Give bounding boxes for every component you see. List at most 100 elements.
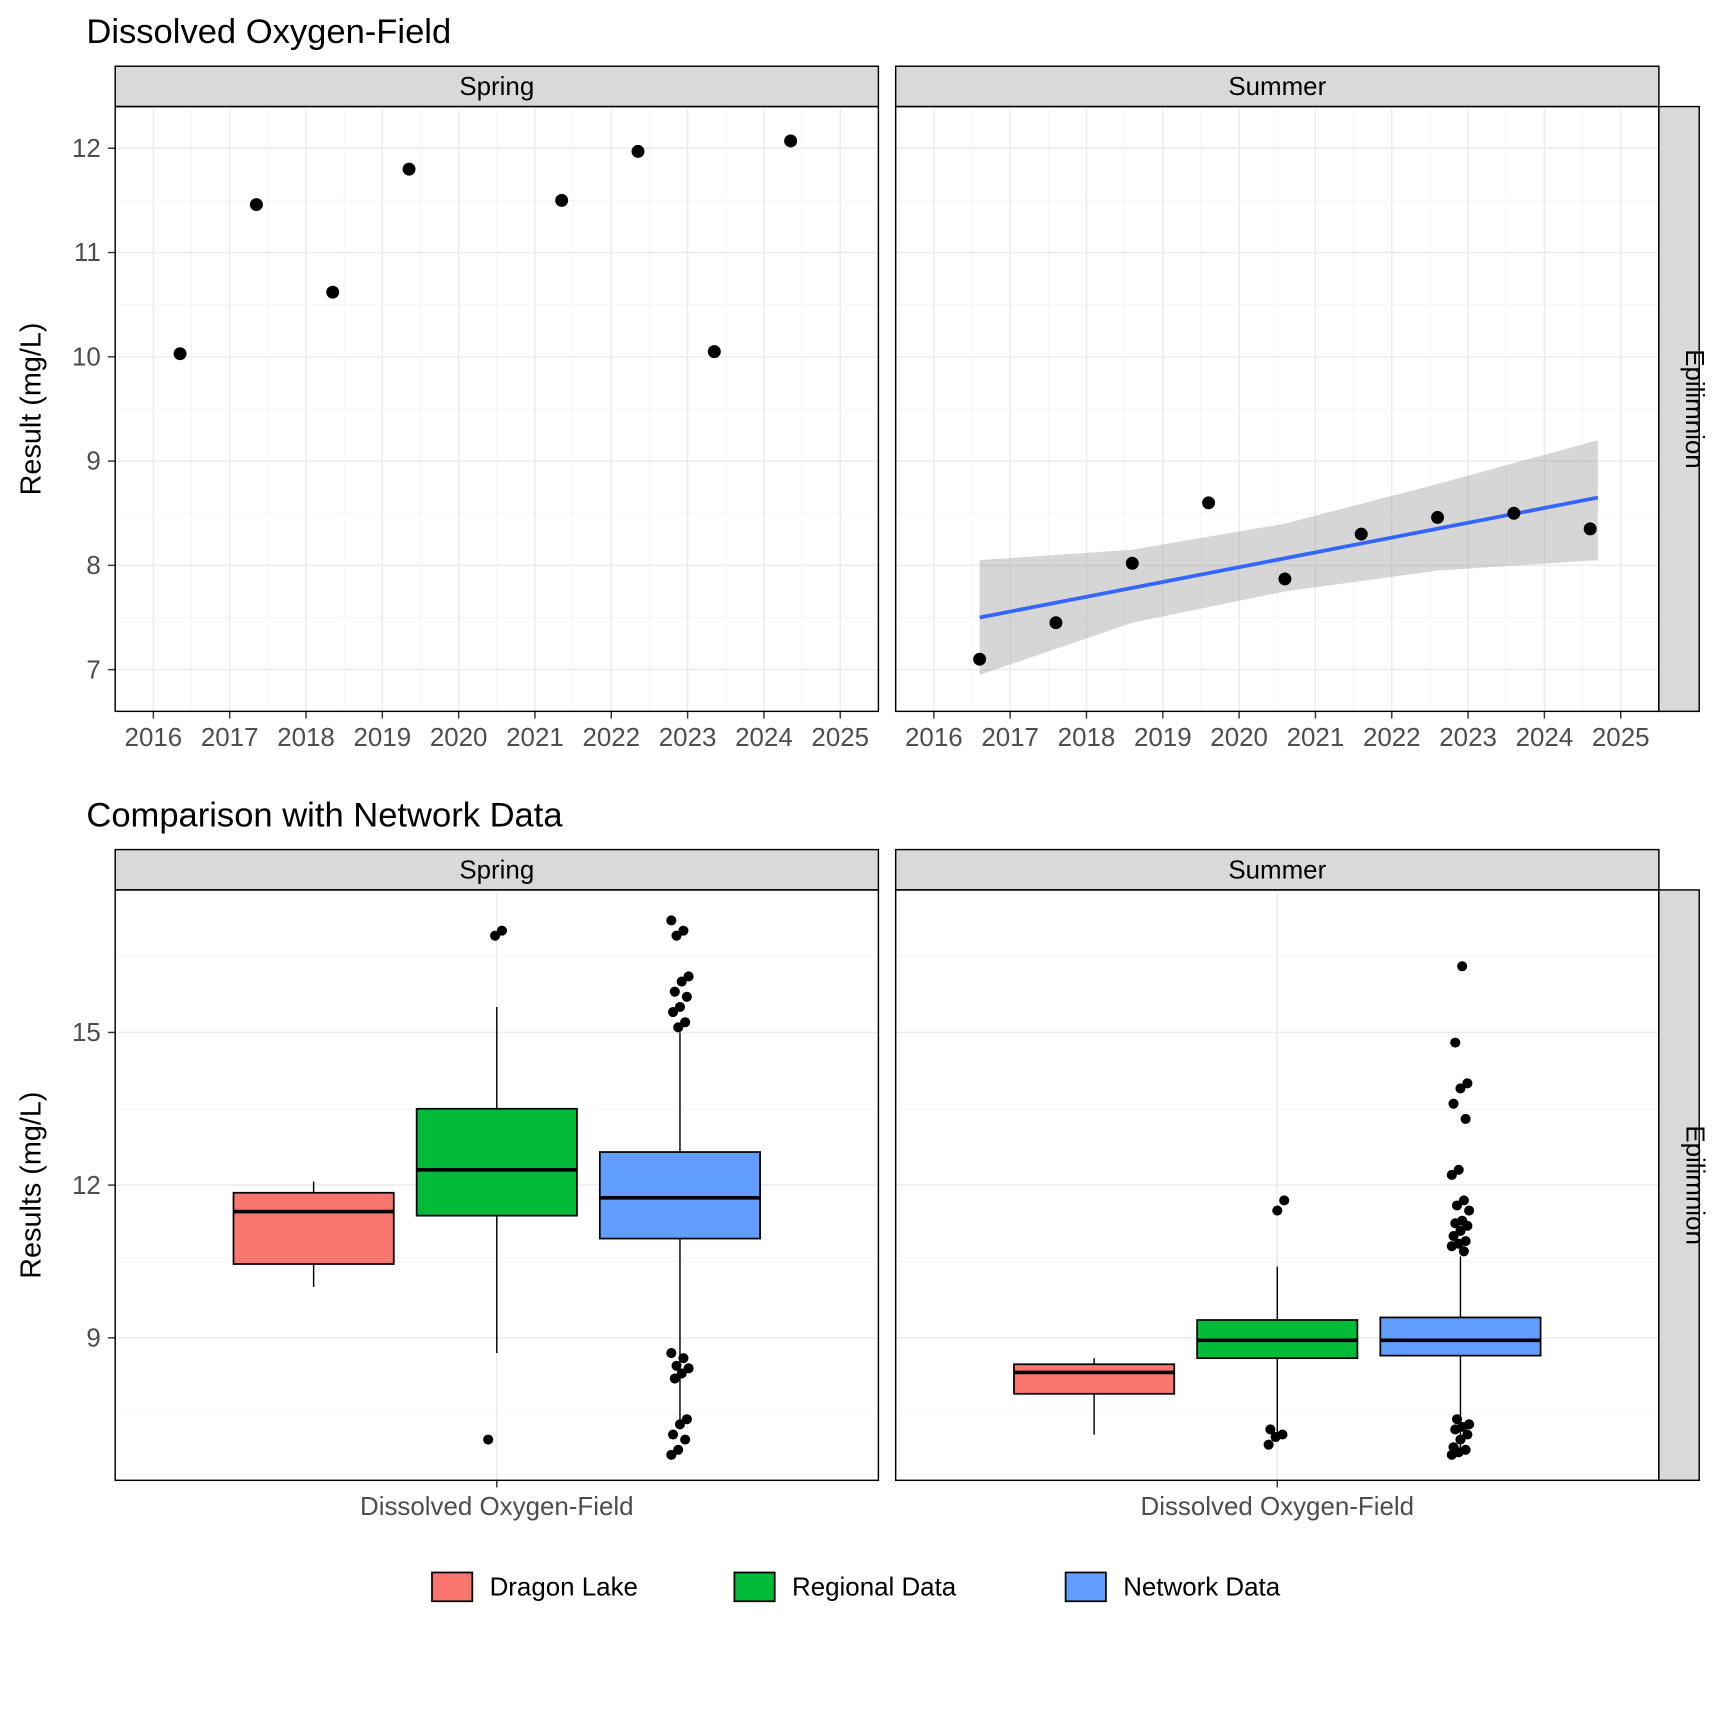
outlier-point: [684, 971, 694, 981]
data-point: [326, 286, 339, 299]
outlier-point: [680, 1435, 690, 1445]
y-tick-label: 8: [86, 552, 100, 580]
x-tick-label: 2016: [905, 724, 963, 752]
legend-key: [432, 1572, 472, 1601]
x-tick-label: 2018: [277, 724, 335, 752]
x-tick-label: 2021: [1287, 724, 1345, 752]
data-point: [1584, 522, 1597, 535]
facet-strip-label: Spring: [459, 856, 534, 884]
data-point: [1126, 557, 1139, 570]
outlier-point: [1448, 1442, 1458, 1452]
outlier-point: [668, 1429, 678, 1439]
outlier-point: [1462, 1078, 1472, 1088]
y-tick-label: 11: [74, 239, 101, 267]
x-tick-label: 2025: [811, 724, 869, 752]
outlier-point: [1464, 1206, 1474, 1216]
data-point: [1355, 528, 1368, 541]
data-point: [1202, 496, 1215, 509]
outlier-point: [1457, 1216, 1467, 1226]
x-tick-label: 2021: [506, 724, 564, 752]
outlier-point: [1454, 1165, 1464, 1175]
outlier-point: [1272, 1206, 1282, 1216]
data-point: [1278, 572, 1291, 585]
outlier-point: [666, 915, 676, 925]
outlier-point: [678, 1353, 688, 1363]
boxplot-box: [233, 1193, 393, 1264]
chart-canvas: Dissolved Oxygen-Field789101112Result (m…: [0, 0, 1728, 1728]
outlier-point: [671, 1361, 681, 1371]
facet-strip-label: Summer: [1228, 856, 1326, 884]
x-category-label: Dissolved Oxygen-Field: [1140, 1493, 1414, 1521]
data-point: [1049, 616, 1062, 629]
x-tick-label: 2019: [353, 724, 411, 752]
outlier-point: [678, 926, 688, 936]
outlier-point: [1457, 961, 1467, 971]
outlier-point: [673, 1445, 683, 1455]
outlier-point: [497, 926, 507, 936]
y-axis-label: Results (mg/L): [15, 1092, 47, 1279]
y-tick-label: 12: [72, 1172, 101, 1200]
x-tick-label: 2019: [1134, 724, 1192, 752]
outlier-point: [1459, 1195, 1469, 1205]
outlier-point: [483, 1435, 493, 1445]
data-point: [250, 198, 263, 211]
outlier-point: [1264, 1440, 1274, 1450]
outlier-point: [1461, 1445, 1471, 1455]
outlier-point: [1450, 1038, 1460, 1048]
outlier-point: [1464, 1419, 1474, 1429]
outlier-point: [675, 1002, 685, 1012]
bottom-chart-title: Comparison with Network Data: [86, 797, 563, 835]
data-point: [973, 653, 986, 666]
boxplot-box: [1014, 1364, 1174, 1394]
outlier-point: [1279, 1195, 1289, 1205]
outlier-point: [1452, 1414, 1462, 1424]
outlier-point: [684, 1363, 694, 1373]
x-tick-label: 2016: [125, 724, 183, 752]
x-tick-label: 2018: [1058, 724, 1116, 752]
x-tick-label: 2023: [659, 724, 717, 752]
outlier-point: [1461, 1114, 1471, 1124]
x-tick-label: 2025: [1592, 724, 1650, 752]
data-point: [174, 347, 187, 360]
boxplot-box: [417, 1109, 577, 1216]
y-axis-label: Result (mg/L): [15, 323, 47, 496]
y-tick-label: 15: [72, 1019, 101, 1047]
y-tick-label: 9: [86, 448, 100, 476]
outlier-point: [680, 1017, 690, 1027]
data-point: [1507, 507, 1520, 520]
boxplot-box: [600, 1152, 760, 1239]
x-tick-label: 2022: [1363, 724, 1421, 752]
top-chart-title: Dissolved Oxygen-Field: [86, 13, 451, 51]
right-strip-label: Epilimnion: [1680, 349, 1708, 469]
legend-key: [1066, 1572, 1106, 1601]
outlier-point: [682, 1414, 692, 1424]
outlier-point: [670, 987, 680, 997]
outlier-point: [1461, 1236, 1471, 1246]
y-tick-label: 10: [72, 343, 101, 371]
x-tick-label: 2023: [1439, 724, 1497, 752]
outlier-point: [666, 1348, 676, 1358]
data-point: [632, 145, 645, 158]
data-point: [708, 345, 721, 358]
x-tick-label: 2024: [735, 724, 793, 752]
legend-label: Dragon Lake: [490, 1574, 638, 1602]
y-tick-label: 9: [86, 1324, 100, 1352]
x-tick-label: 2020: [1210, 724, 1268, 752]
x-tick-label: 2017: [981, 724, 1039, 752]
outlier-point: [1265, 1424, 1275, 1434]
outlier-point: [1277, 1429, 1287, 1439]
x-tick-label: 2024: [1516, 724, 1574, 752]
x-tick-label: 2017: [201, 724, 259, 752]
legend-key: [734, 1572, 774, 1601]
x-category-label: Dissolved Oxygen-Field: [360, 1493, 634, 1521]
facet-strip-label: Spring: [459, 73, 534, 101]
x-tick-label: 2020: [430, 724, 488, 752]
outlier-point: [682, 992, 692, 1002]
data-point: [1431, 511, 1444, 524]
x-tick-label: 2022: [582, 724, 640, 752]
data-point: [403, 163, 416, 176]
legend-label: Regional Data: [792, 1574, 957, 1602]
y-tick-label: 12: [72, 135, 101, 163]
outlier-point: [1448, 1099, 1458, 1109]
facet-strip-label: Summer: [1228, 73, 1326, 101]
